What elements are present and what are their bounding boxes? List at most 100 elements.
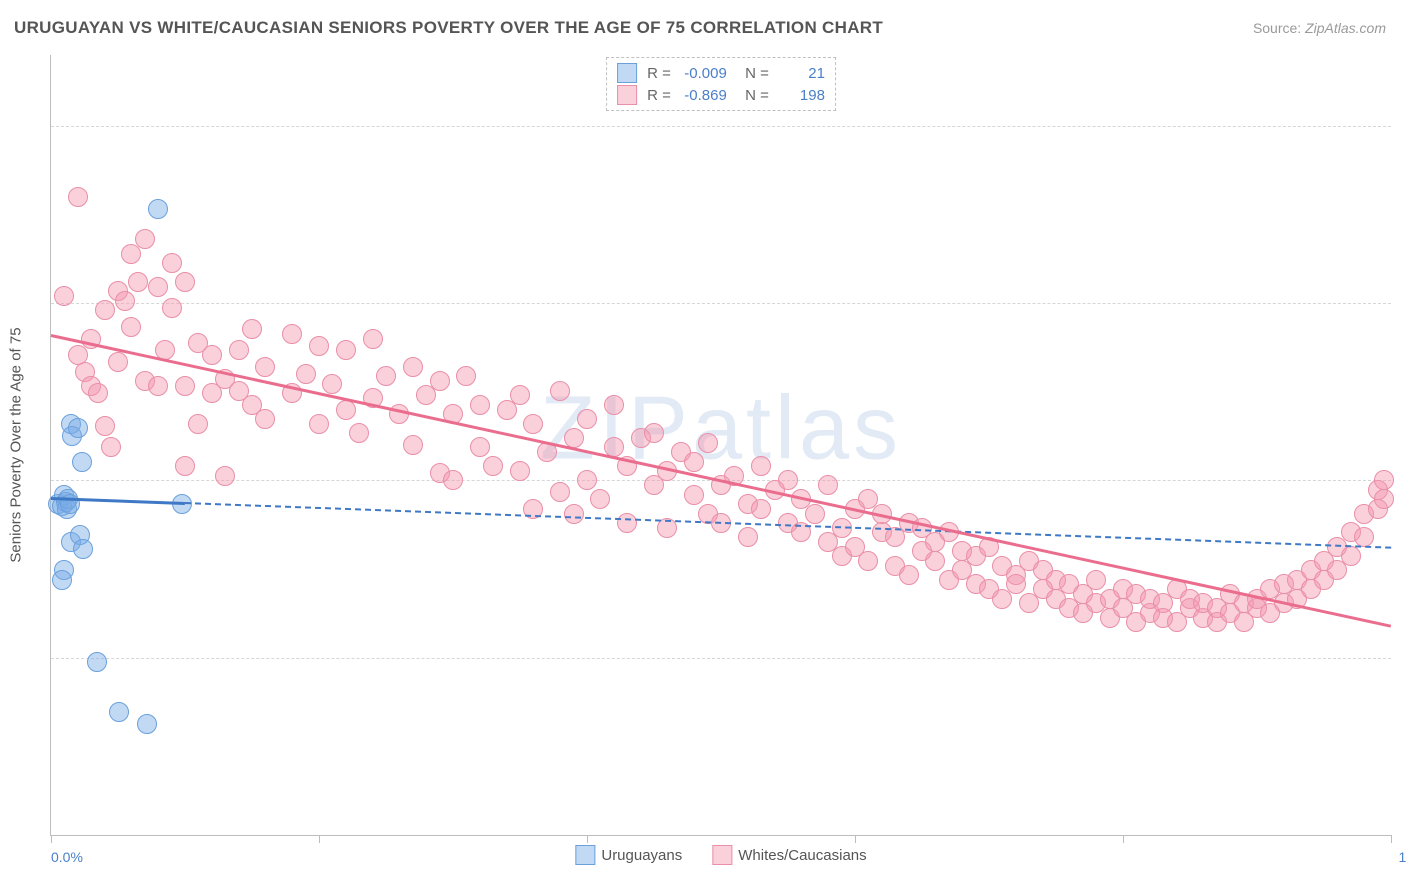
scatter-point: [54, 286, 74, 306]
scatter-point: [644, 423, 664, 443]
scatter-point: [550, 482, 570, 502]
scatter-point: [738, 527, 758, 547]
scatter-point: [95, 416, 115, 436]
source-label: Source:: [1253, 20, 1305, 36]
chart-title: URUGUAYAN VS WHITE/CAUCASIAN SENIORS POV…: [14, 18, 883, 38]
legend-label-series-0: Uruguayans: [601, 847, 682, 864]
scatter-point: [363, 329, 383, 349]
correlation-legend: R = -0.009 N = 21 R = -0.869 N = 198: [606, 57, 836, 111]
scatter-point: [698, 433, 718, 453]
scatter-point: [818, 475, 838, 495]
page-root: URUGUAYAN VS WHITE/CAUCASIAN SENIORS POV…: [0, 0, 1406, 892]
legend-swatch-series-0: [575, 845, 595, 865]
x-tick: [587, 835, 588, 843]
legend-swatch-series-1: [712, 845, 732, 865]
scatter-point: [296, 364, 316, 384]
scatter-point: [255, 357, 275, 377]
scatter-point: [137, 714, 157, 734]
legend-row-series-1: R = -0.869 N = 198: [617, 84, 825, 106]
source-value: ZipAtlas.com: [1305, 20, 1386, 36]
scatter-point: [349, 423, 369, 443]
scatter-point: [1374, 470, 1394, 490]
scatter-point: [88, 383, 108, 403]
watermark: ZIPatlas: [540, 378, 902, 481]
series-legend: Uruguayans Whites/Caucasians: [575, 845, 866, 865]
scatter-point: [470, 437, 490, 457]
y-tick-label: 22.5%: [1396, 295, 1406, 311]
y-tick-label: 7.5%: [1396, 650, 1406, 666]
scatter-point: [242, 319, 262, 339]
scatter-point: [751, 499, 771, 519]
r-value-series-1: -0.869: [677, 87, 727, 104]
scatter-point: [376, 366, 396, 386]
r-value-series-0: -0.009: [677, 65, 727, 82]
gridline: [51, 658, 1391, 659]
plot-area: ZIPatlas Seniors Poverty Over the Age of…: [50, 55, 1391, 836]
scatter-point: [148, 376, 168, 396]
x-tick: [1123, 835, 1124, 843]
scatter-point: [550, 381, 570, 401]
r-label: R =: [647, 65, 671, 82]
legend-item-series-1: Whites/Caucasians: [712, 845, 866, 865]
scatter-point: [456, 366, 476, 386]
legend-label-series-1: Whites/Caucasians: [738, 847, 866, 864]
scatter-point: [87, 652, 107, 672]
legend-item-series-0: Uruguayans: [575, 845, 682, 865]
scatter-point: [805, 504, 825, 524]
scatter-point: [322, 374, 342, 394]
scatter-point: [564, 504, 584, 524]
scatter-point: [1086, 570, 1106, 590]
scatter-point: [255, 409, 275, 429]
scatter-point: [925, 551, 945, 571]
r-label: R =: [647, 87, 671, 104]
scatter-point: [751, 456, 771, 476]
scatter-point: [336, 340, 356, 360]
y-axis-label: Seniors Poverty Over the Age of 75: [8, 327, 25, 562]
scatter-point: [309, 336, 329, 356]
x-axis-max-label: 100.0%: [1399, 849, 1406, 865]
scatter-point: [577, 470, 597, 490]
scatter-point: [1006, 574, 1026, 594]
scatter-point: [52, 570, 72, 590]
scatter-point: [109, 702, 129, 722]
n-value-series-0: 21: [775, 65, 825, 82]
scatter-point: [202, 345, 222, 365]
trend-line: [185, 502, 1391, 549]
scatter-point: [523, 414, 543, 434]
scatter-point: [470, 395, 490, 415]
scatter-point: [309, 414, 329, 434]
x-tick: [1391, 835, 1392, 843]
scatter-point: [403, 435, 423, 455]
scatter-point: [108, 352, 128, 372]
scatter-point: [188, 414, 208, 434]
legend-swatch-series-0: [617, 63, 637, 83]
legend-swatch-series-1: [617, 85, 637, 105]
chart-area: ZIPatlas Seniors Poverty Over the Age of…: [50, 55, 1390, 835]
scatter-point: [684, 452, 704, 472]
scatter-point: [162, 298, 182, 318]
scatter-point: [72, 452, 92, 472]
scatter-point: [95, 300, 115, 320]
gridline: [51, 303, 1391, 304]
scatter-point: [858, 551, 878, 571]
scatter-point: [135, 229, 155, 249]
scatter-point: [282, 324, 302, 344]
x-tick: [855, 835, 856, 843]
scatter-point: [68, 187, 88, 207]
scatter-point: [604, 395, 624, 415]
scatter-point: [115, 291, 135, 311]
scatter-point: [229, 340, 249, 360]
n-label: N =: [737, 65, 769, 82]
scatter-point: [73, 539, 93, 559]
scatter-point: [175, 376, 195, 396]
scatter-point: [510, 385, 530, 405]
scatter-point: [577, 409, 597, 429]
scatter-point: [778, 470, 798, 490]
scatter-point: [430, 371, 450, 391]
scatter-point: [443, 470, 463, 490]
source-credit: Source: ZipAtlas.com: [1253, 20, 1386, 36]
gridline: [51, 126, 1391, 127]
scatter-point: [510, 461, 530, 481]
scatter-point: [1374, 489, 1394, 509]
scatter-point: [175, 272, 195, 292]
